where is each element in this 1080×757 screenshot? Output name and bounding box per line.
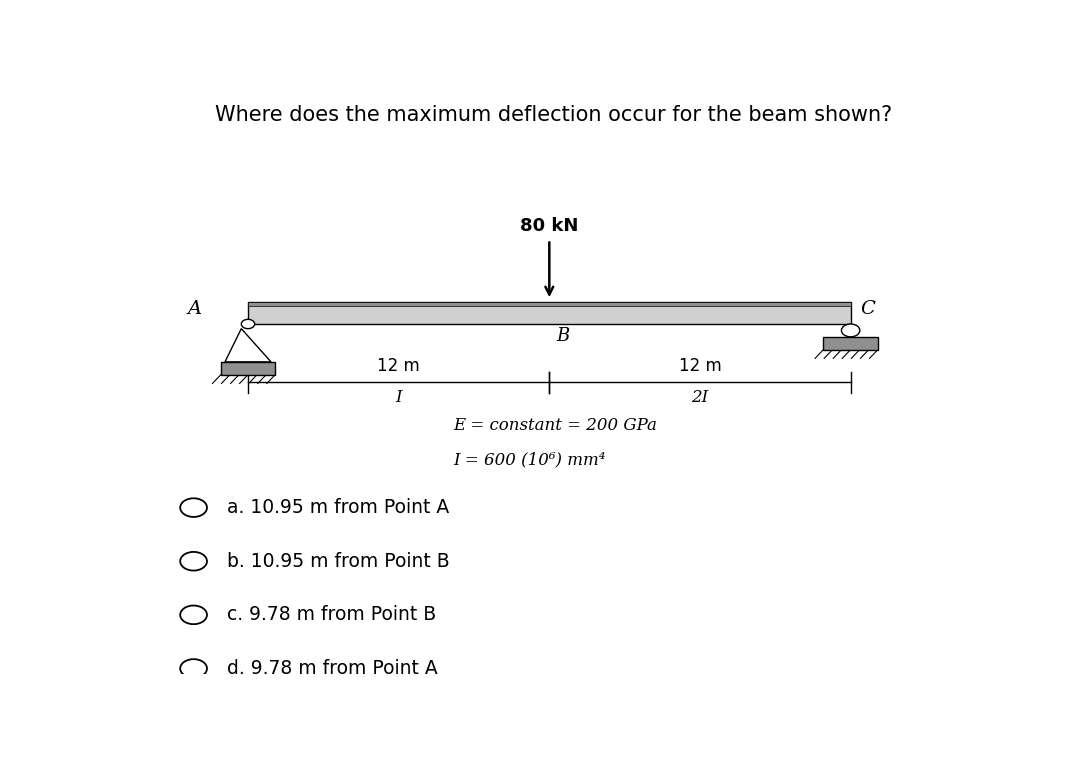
Circle shape <box>180 498 207 517</box>
Text: 2I: 2I <box>691 389 708 407</box>
Circle shape <box>180 606 207 625</box>
Circle shape <box>180 659 207 678</box>
Text: 80 kN: 80 kN <box>521 217 579 235</box>
Text: 12 m: 12 m <box>377 357 420 375</box>
Text: A: A <box>188 301 202 319</box>
Text: b. 10.95 m from Point B: b. 10.95 m from Point B <box>227 552 450 571</box>
Text: Where does the maximum deflection occur for the beam shown?: Where does the maximum deflection occur … <box>215 105 892 126</box>
Bar <box>220 362 275 375</box>
Bar <box>248 302 851 306</box>
Text: c. 9.78 m from Point B: c. 9.78 m from Point B <box>227 606 436 625</box>
Circle shape <box>180 552 207 571</box>
Text: 12 m: 12 m <box>678 357 721 375</box>
Text: C: C <box>861 301 876 319</box>
Bar <box>248 302 851 324</box>
Text: E = constant = 200 GPa: E = constant = 200 GPa <box>454 417 657 435</box>
Text: I = 600 (10⁶) mm⁴: I = 600 (10⁶) mm⁴ <box>454 451 606 468</box>
Text: d. 9.78 m from Point A: d. 9.78 m from Point A <box>227 659 437 678</box>
Circle shape <box>241 319 255 329</box>
Text: B: B <box>556 327 569 345</box>
Text: a. 10.95 m from Point A: a. 10.95 m from Point A <box>227 498 449 517</box>
Circle shape <box>841 324 860 337</box>
Text: I: I <box>395 389 402 407</box>
Polygon shape <box>225 329 271 362</box>
Bar <box>823 337 878 350</box>
